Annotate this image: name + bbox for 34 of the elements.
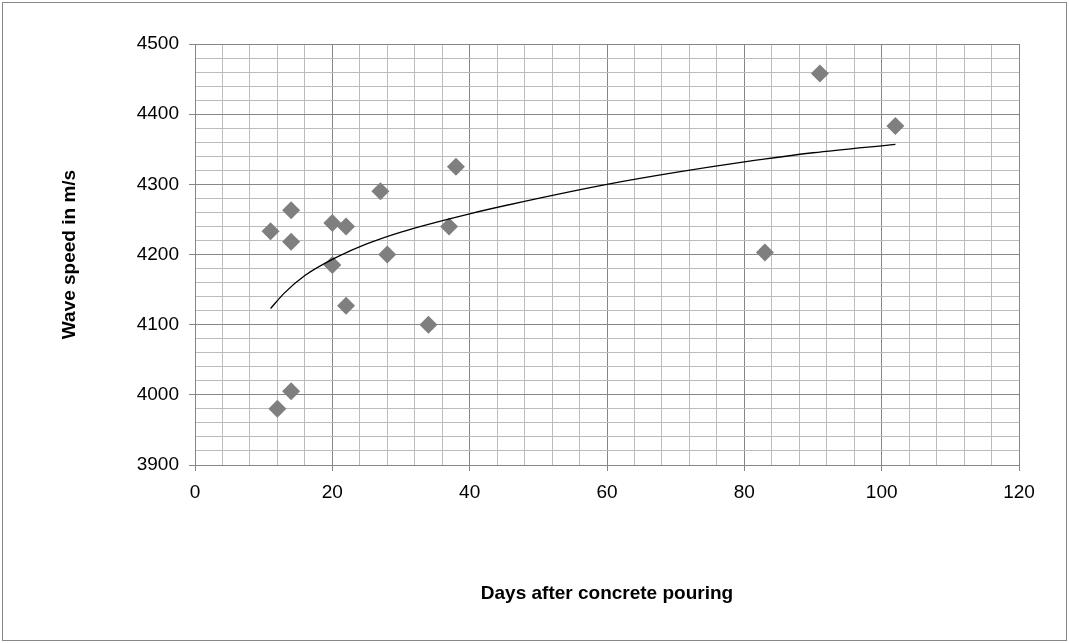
point <box>810 64 829 83</box>
point <box>323 256 342 275</box>
x-tick-label: 100 <box>865 480 898 502</box>
point <box>337 217 356 236</box>
point <box>371 182 390 201</box>
y-tick-label: 4100 <box>136 312 179 334</box>
y-tick-label: 4300 <box>136 172 179 194</box>
x-tick-label: 120 <box>1003 480 1035 502</box>
x-tick-label: 0 <box>189 480 201 502</box>
point <box>282 382 301 401</box>
point <box>419 315 438 334</box>
point <box>440 217 459 236</box>
x-tick-label: 60 <box>596 480 618 502</box>
y-axis-title: Wave speed in m/s <box>57 169 79 340</box>
point <box>337 296 356 315</box>
point <box>755 243 774 262</box>
y-tick-label: 3900 <box>136 453 179 475</box>
y-tick-label: 4200 <box>136 242 179 264</box>
point <box>323 213 342 232</box>
point <box>378 245 397 264</box>
y-tick-label: 4500 <box>136 32 179 54</box>
point <box>446 157 465 176</box>
point <box>268 399 287 418</box>
y-tick-label: 4000 <box>136 383 179 405</box>
y-tick-label: 4400 <box>136 102 179 124</box>
x-axis-title: Days after concrete pouring <box>480 581 734 603</box>
line-series <box>269 143 897 310</box>
point <box>261 222 280 241</box>
x-tick-label: 20 <box>321 480 343 502</box>
point <box>282 201 301 220</box>
point <box>886 117 905 136</box>
x-tick-label: 40 <box>459 480 481 502</box>
x-tick-label: 80 <box>733 480 755 502</box>
point <box>282 232 301 251</box>
